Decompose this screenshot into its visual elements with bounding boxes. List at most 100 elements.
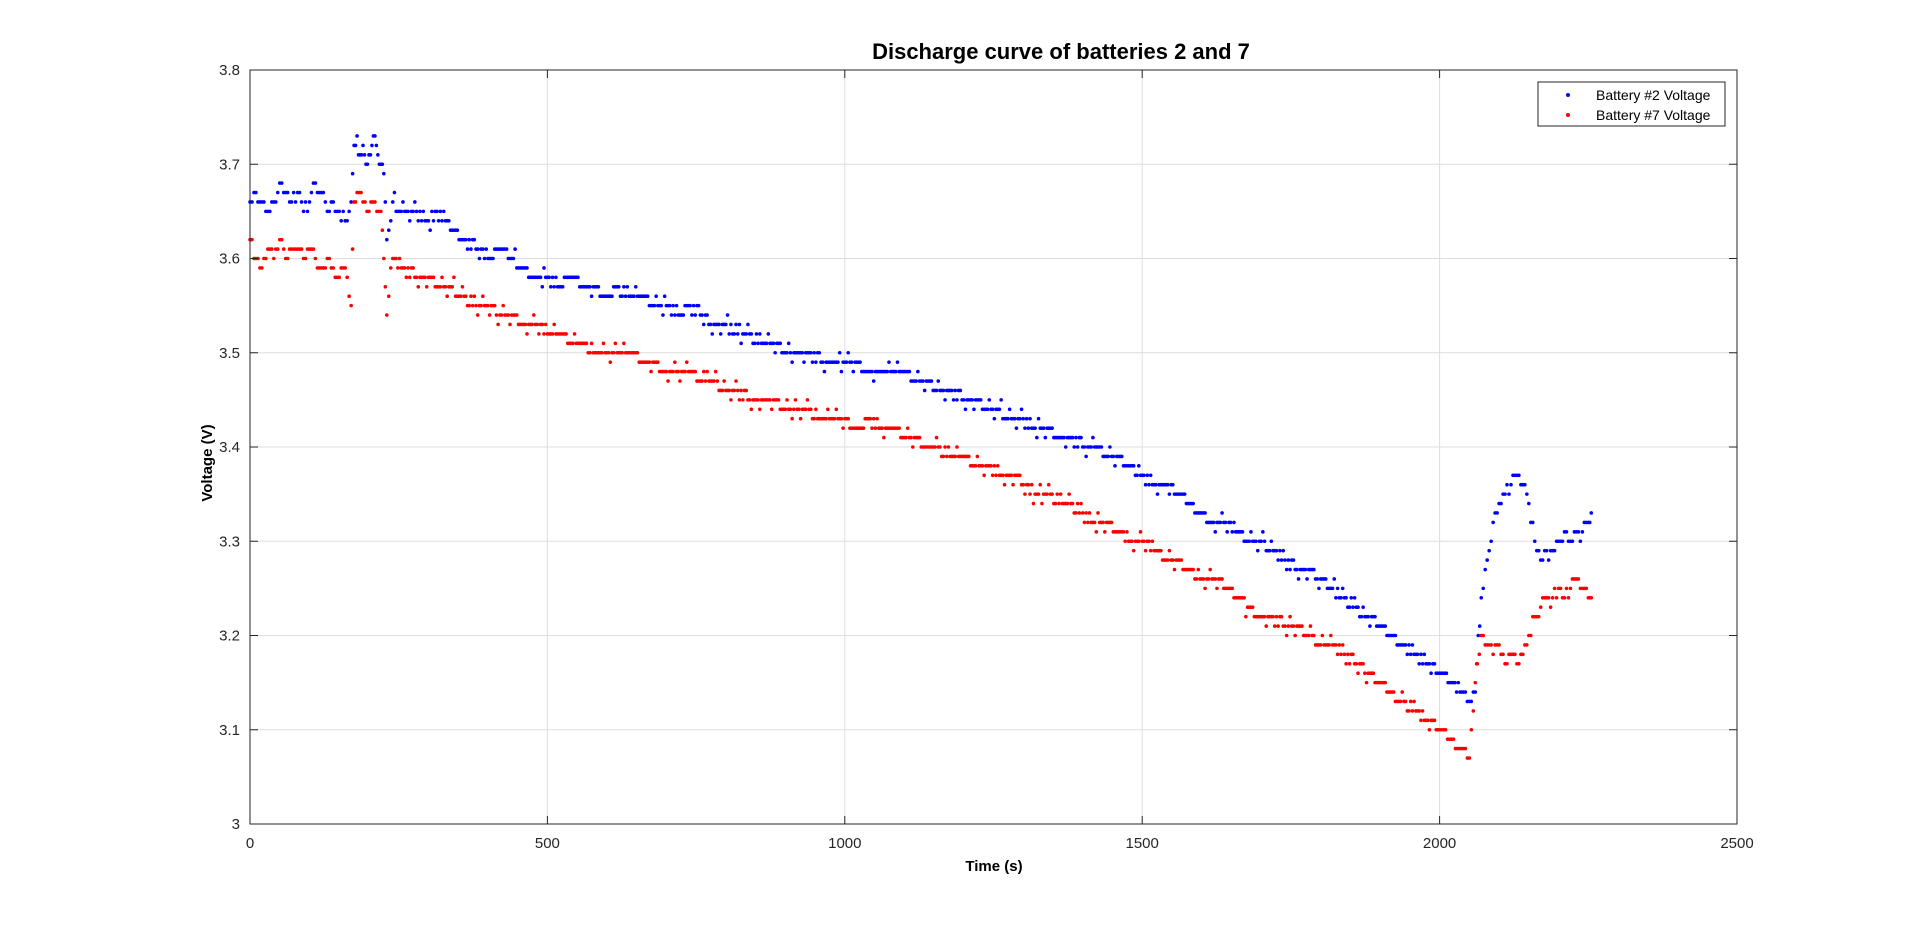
data-point [363, 200, 367, 204]
data-point [1476, 633, 1481, 638]
data-point [455, 228, 460, 233]
data-point [611, 350, 616, 355]
data-point [1318, 643, 1323, 647]
data-point [758, 332, 762, 336]
axis-ticks: 0 500 1000 1500 2000 2500 3 3.1 3.2 3.3 3.4 3.5 3.6 3… [219, 62, 1754, 852]
data-point [508, 322, 512, 327]
data-point [1150, 539, 1155, 544]
data-point [1120, 454, 1124, 459]
data-point [1352, 596, 1357, 600]
data-point [771, 341, 776, 346]
data-point [472, 294, 477, 299]
data-point [703, 379, 708, 383]
data-point [809, 350, 813, 355]
data-point [1038, 482, 1043, 487]
data-point [341, 209, 345, 214]
data-point [1019, 407, 1024, 412]
data-point [1012, 416, 1017, 421]
data-point [1329, 633, 1333, 638]
data-point [676, 369, 681, 374]
data-point [741, 398, 745, 402]
data-point [414, 209, 419, 214]
data-point [769, 407, 774, 412]
data-point [1250, 605, 1255, 610]
data-point [1505, 482, 1509, 487]
data-point [946, 445, 951, 449]
data-point [382, 256, 386, 261]
data-point [467, 303, 472, 308]
data-point [1075, 445, 1080, 449]
data-point [623, 294, 628, 299]
data-point [1279, 614, 1284, 619]
data-point [404, 275, 409, 280]
legend: Battery #2 Voltage Battery #7 Voltage [1537, 81, 1726, 127]
data-point [985, 407, 990, 412]
data-point [1159, 548, 1163, 553]
data-point [656, 360, 660, 364]
data-point [1398, 699, 1403, 704]
data-point [1576, 577, 1581, 581]
data-point [532, 313, 536, 317]
data-point [1315, 577, 1320, 581]
data-point [327, 256, 332, 261]
data-point [873, 426, 878, 430]
data-point [1420, 661, 1425, 666]
data-point [941, 454, 946, 459]
data-point [380, 228, 385, 233]
data-point [1225, 530, 1229, 534]
data-point [1288, 614, 1292, 619]
data-point [871, 416, 876, 421]
data-point [1419, 718, 1423, 723]
data-point [584, 341, 589, 346]
data-point [359, 190, 363, 195]
data-point [758, 407, 762, 412]
data-point [1018, 473, 1022, 478]
data-point [1491, 652, 1495, 657]
data-point [1530, 520, 1535, 525]
data-point [299, 247, 304, 251]
data-point [953, 454, 958, 459]
data-point [1453, 680, 1457, 685]
data-point [414, 275, 419, 280]
data-point [599, 350, 604, 355]
data-point [841, 426, 845, 430]
data-point [537, 332, 541, 336]
data-point [353, 143, 358, 148]
data-point [616, 284, 621, 289]
data-point [331, 200, 336, 204]
data-point [696, 303, 701, 308]
data-point [1351, 605, 1355, 610]
data-point [882, 435, 886, 440]
data-point [386, 228, 391, 233]
data-point [870, 369, 874, 374]
data-point [1142, 539, 1146, 544]
data-point [1481, 633, 1486, 638]
data-point [989, 464, 993, 468]
data-point [1087, 511, 1092, 515]
data-point [392, 190, 397, 195]
data-point [1062, 435, 1066, 440]
data-point [858, 360, 862, 364]
data-point [550, 332, 555, 336]
data-point [756, 398, 760, 402]
data-point [1451, 737, 1456, 741]
data-point [798, 416, 803, 421]
data-point [1153, 482, 1158, 487]
data-point [1363, 671, 1367, 675]
data-point [786, 341, 791, 346]
data-point [1170, 558, 1175, 562]
data-point [1405, 652, 1410, 657]
data-point [523, 322, 528, 327]
data-point [538, 275, 543, 280]
data-point [588, 284, 592, 289]
data-point [822, 369, 827, 374]
data-point [1182, 492, 1187, 496]
data-point [343, 266, 347, 270]
data-point [1334, 643, 1338, 647]
data-point [1351, 652, 1355, 657]
data-point [386, 294, 391, 299]
data-point [270, 247, 274, 251]
data-point [625, 284, 630, 289]
data-point [783, 407, 788, 412]
